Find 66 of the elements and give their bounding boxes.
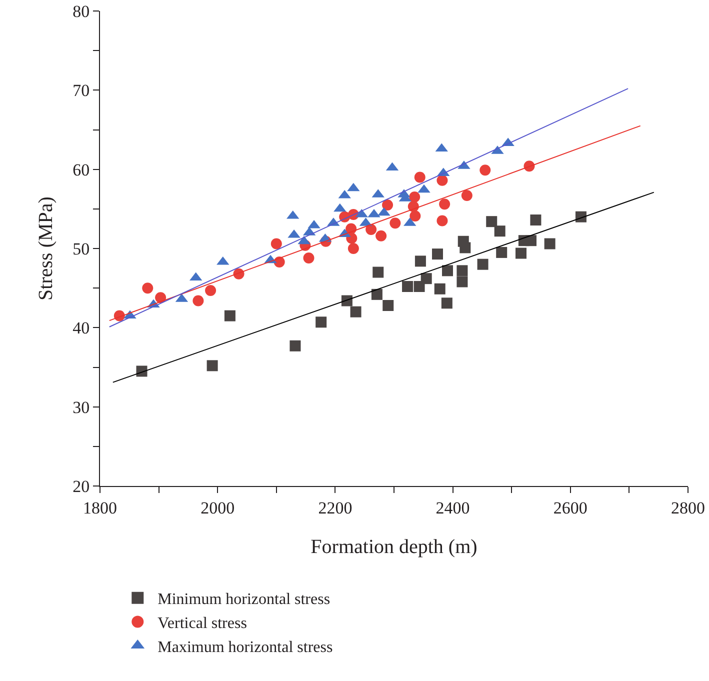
point: [456, 265, 468, 276]
point: [496, 246, 508, 258]
point: [224, 310, 236, 322]
point: [439, 198, 450, 210]
point: [460, 242, 471, 254]
point: [477, 258, 488, 270]
x-tick-label: 2000: [200, 498, 235, 518]
point: [480, 164, 491, 176]
point: [372, 266, 384, 278]
y-tick-label: 60: [72, 160, 90, 180]
point: [409, 192, 420, 203]
x-tick-label: 1800: [83, 498, 117, 518]
y-tick-label: 30: [72, 398, 90, 417]
point: [390, 218, 401, 229]
x-tick-label: 2400: [436, 498, 470, 518]
point: [436, 215, 448, 226]
point: [432, 248, 444, 260]
point: [205, 284, 216, 296]
y-tick-label: 80: [72, 2, 90, 21]
point: [341, 295, 352, 306]
point: [206, 360, 218, 372]
y-tick-label: 20: [72, 476, 90, 496]
legend-label: Minimum horizontal stress: [158, 591, 330, 608]
point: [371, 288, 382, 300]
point: [376, 230, 387, 242]
y-tick-label: 70: [72, 81, 90, 100]
point: [414, 256, 426, 267]
x-tick-label: 2600: [553, 498, 588, 518]
point: [526, 235, 536, 246]
point: [530, 214, 542, 226]
point: [350, 306, 362, 318]
point: [290, 340, 301, 352]
point: [441, 298, 452, 309]
point: [494, 226, 506, 237]
point: [316, 316, 327, 328]
x-tick-label: 2800: [671, 498, 705, 518]
point: [461, 190, 472, 201]
point: [456, 276, 468, 288]
point: [410, 210, 421, 222]
x-tick-label: 2200: [318, 498, 352, 518]
point: [516, 248, 527, 259]
point: [382, 300, 394, 311]
point: [414, 172, 426, 183]
y-axis-title: Stress (MPa): [35, 196, 58, 300]
point: [192, 295, 204, 306]
x-axis-title: Formation depth (m): [310, 536, 478, 558]
point: [348, 243, 359, 254]
point: [442, 265, 454, 276]
point: [366, 224, 377, 235]
y-tick-label: 50: [72, 239, 90, 258]
legend-label: Vertical stress: [158, 614, 247, 632]
point: [303, 252, 314, 264]
point: [486, 216, 498, 228]
point: [382, 199, 394, 210]
point: [434, 283, 446, 294]
point: [436, 174, 448, 186]
point: [575, 211, 586, 222]
y-tick-label: 40: [72, 318, 90, 338]
point: [420, 273, 432, 284]
point: [402, 281, 414, 292]
point: [270, 238, 282, 250]
point: [136, 366, 148, 377]
legend-label: Maximum horizontal stress: [158, 638, 333, 656]
point: [414, 281, 425, 292]
point: [544, 238, 556, 250]
point: [142, 282, 154, 294]
